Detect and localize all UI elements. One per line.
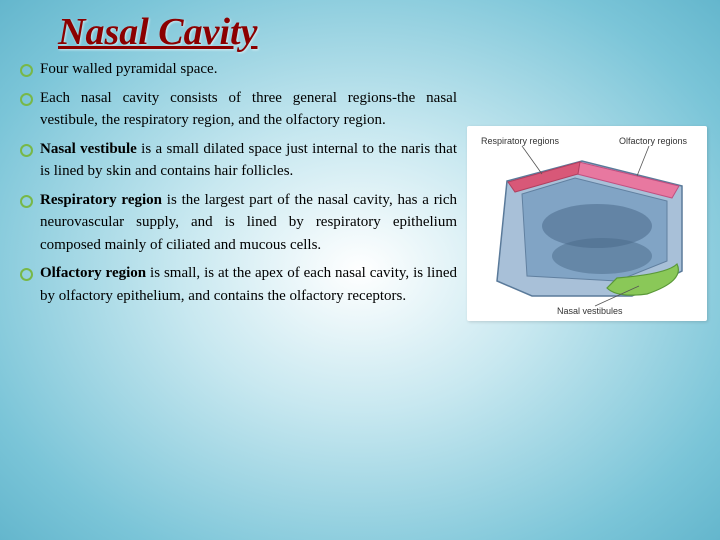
cavity-channel-2 bbox=[552, 238, 652, 274]
bullet-bold: Olfactory region bbox=[40, 265, 146, 281]
bullet-column: Four walled pyramidal space. Each nasal … bbox=[18, 58, 461, 321]
list-item: Respiratory region is the largest part o… bbox=[18, 189, 457, 257]
list-item: Olfactory region is small, is at the ape… bbox=[18, 262, 457, 307]
nasal-cavity-diagram: Respiratory regions Olfactory regions Na… bbox=[467, 126, 707, 321]
bullet-post: Each nasal cavity consists of three gene… bbox=[40, 90, 457, 129]
slide-title: Nasal Cavity bbox=[0, 0, 720, 58]
bullet-bold: Nasal vestibule bbox=[40, 141, 137, 157]
leader-olfactory bbox=[637, 146, 649, 176]
content-row: Four walled pyramidal space. Each nasal … bbox=[0, 58, 720, 321]
image-column: Respiratory regions Olfactory regions Na… bbox=[461, 58, 711, 321]
bullet-bold: Respiratory region bbox=[40, 192, 162, 208]
bullet-list: Four walled pyramidal space. Each nasal … bbox=[18, 58, 457, 307]
leader-respiratory bbox=[522, 146, 542, 174]
list-item: Four walled pyramidal space. bbox=[18, 58, 457, 81]
list-item: Each nasal cavity consists of three gene… bbox=[18, 87, 457, 132]
diagram-svg bbox=[467, 126, 707, 321]
bullet-post: Four walled pyramidal space. bbox=[40, 61, 217, 77]
list-item: Nasal vestibule is a small dilated space… bbox=[18, 138, 457, 183]
